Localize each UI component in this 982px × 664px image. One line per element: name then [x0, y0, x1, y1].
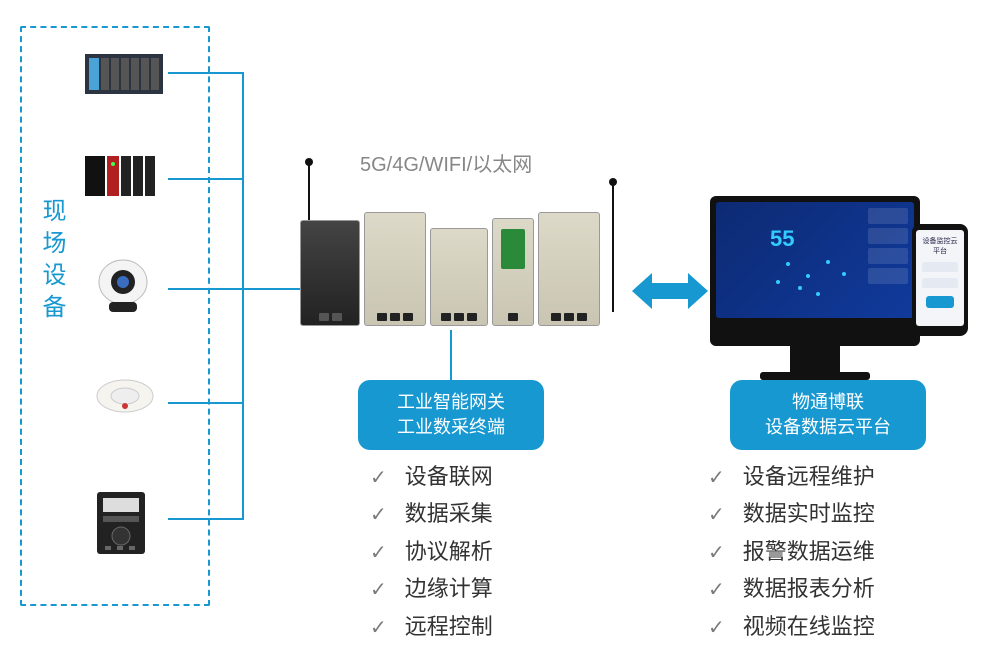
feature-item: 设备远程维护 — [708, 458, 875, 495]
smoke-detector-icon — [95, 378, 165, 428]
gateway-unit-icon — [430, 228, 488, 326]
gateway-unit-icon — [364, 212, 426, 326]
bidirectional-arrow-icon — [632, 270, 708, 317]
connector-stub — [168, 288, 244, 290]
antenna-icon — [612, 182, 614, 312]
gateway-title-line2: 工业数采终端 — [376, 415, 526, 440]
cloud-dashboard-screen: 55 — [716, 202, 914, 318]
cloud-monitor-icon: 55 — [710, 196, 920, 346]
phone-title: 设备监控云平台 — [920, 236, 960, 256]
plc-rack-icon — [85, 44, 155, 94]
cloud-title-line2: 设备数据云平台 — [748, 415, 908, 440]
architecture-diagram: 现场设备 5G/4G/WIFI/以太网 — [0, 0, 982, 664]
feature-item: 数据实时监控 — [708, 495, 875, 532]
feature-item: 数据采集 — [370, 495, 493, 532]
gateway-cluster — [300, 182, 618, 332]
connector-stub — [168, 518, 244, 520]
cloud-feature-list: 设备远程维护 数据实时监控 报警数据运维 数据报表分析 视频在线监控 — [708, 458, 875, 645]
gateway-unit-icon — [492, 218, 534, 326]
connector-stub — [168, 72, 244, 74]
gateway-title-line1: 工业智能网关 — [376, 390, 526, 415]
gateway-unit-icon — [300, 220, 360, 326]
feature-item: 远程控制 — [370, 608, 493, 645]
io-module-icon — [85, 150, 155, 200]
gateway-unit-icon — [538, 212, 600, 326]
cloud-title-line1: 物通博联 — [748, 390, 908, 415]
connector-to-gateway — [242, 288, 300, 290]
gateway-title-pill: 工业智能网关 工业数采终端 — [358, 380, 544, 450]
camera-icon — [95, 258, 165, 308]
feature-item: 视频在线监控 — [708, 608, 875, 645]
field-devices-label: 现场设备 — [34, 198, 69, 326]
feature-item: 设备联网 — [370, 458, 493, 495]
connector-trunk — [242, 72, 244, 518]
gateway-feature-list: 设备联网 数据采集 协议解析 边缘计算 远程控制 — [370, 458, 493, 645]
connector-stub — [168, 402, 244, 404]
connector-stub — [168, 178, 244, 180]
phone-screen: 设备监控云平台 — [916, 230, 964, 326]
connector-gateway-pill — [450, 330, 452, 380]
feature-item: 报警数据运维 — [708, 533, 875, 570]
feature-item: 数据报表分析 — [708, 570, 875, 607]
feature-item: 协议解析 — [370, 533, 493, 570]
cloud-title-pill: 物通博联 设备数据云平台 — [730, 380, 926, 450]
network-label: 5G/4G/WIFI/以太网 — [360, 148, 532, 177]
meter-icon — [95, 490, 165, 540]
cloud-phone-icon: 设备监控云平台 — [912, 224, 968, 336]
feature-item: 边缘计算 — [370, 570, 493, 607]
dashboard-number: 55 — [770, 226, 794, 252]
